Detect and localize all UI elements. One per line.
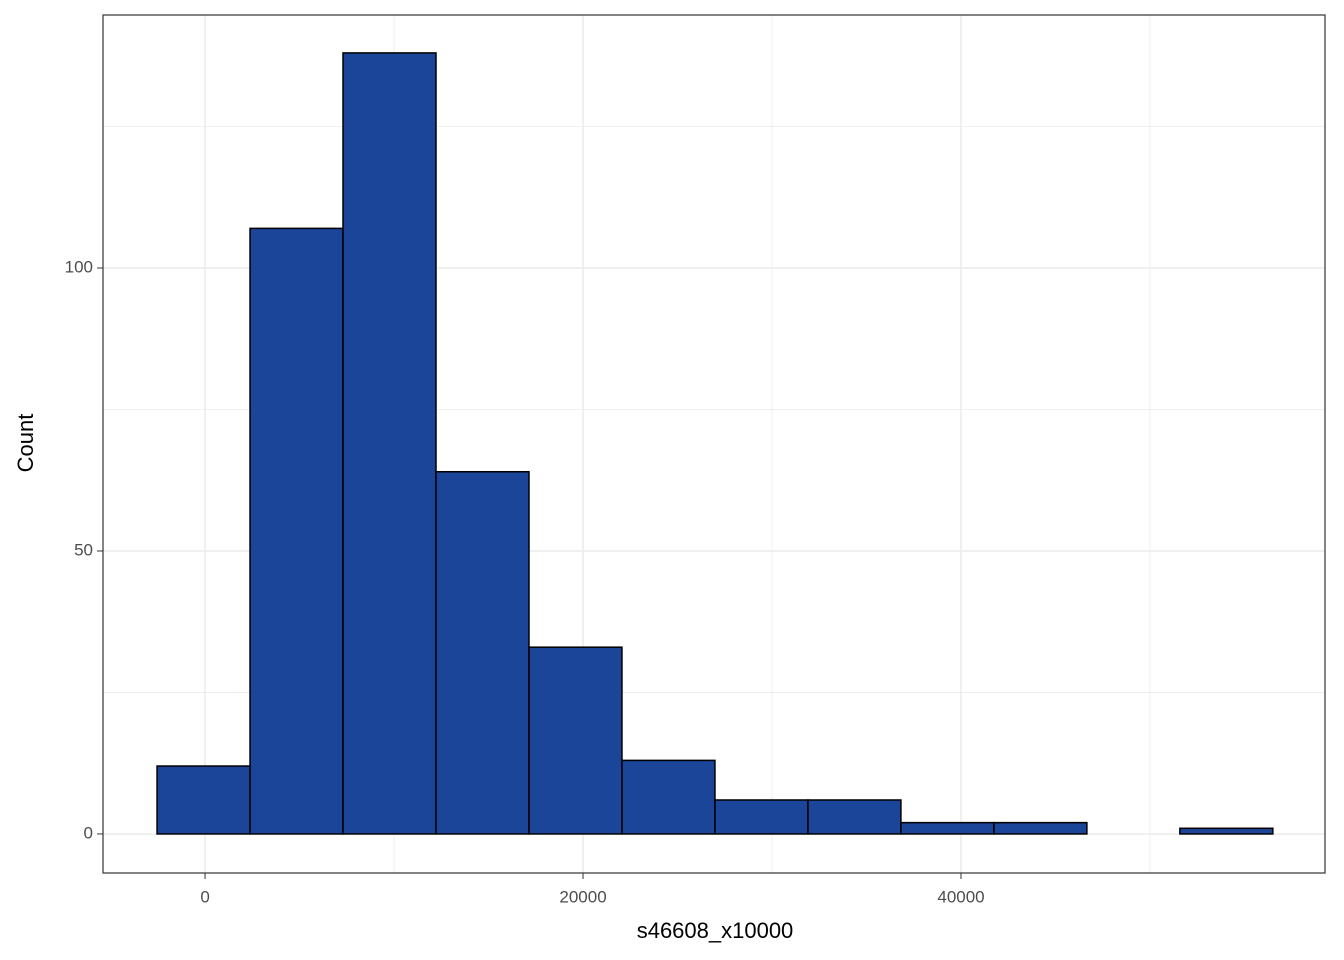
y-axis-title: Count: [13, 414, 38, 473]
bar: [993, 821, 1088, 835]
y-tick-label: 100: [65, 257, 93, 276]
bar: [900, 821, 995, 835]
plot-border: [102, 14, 1326, 874]
bar: [1179, 827, 1274, 835]
y-tick-label: 0: [84, 823, 93, 842]
bar: [435, 470, 530, 835]
bar: [342, 52, 437, 835]
y-tick-label: 50: [74, 540, 93, 559]
bar: [528, 646, 623, 835]
bar: [621, 759, 716, 835]
x-tick-label: 40000: [937, 887, 984, 906]
bar: [714, 799, 809, 835]
x-tick-label: 20000: [559, 887, 606, 906]
bar: [249, 227, 344, 835]
bar: [807, 799, 902, 835]
bar: [156, 765, 251, 835]
x-tick-label: 0: [200, 887, 209, 906]
x-axis-title: s46608_x10000: [637, 918, 794, 943]
